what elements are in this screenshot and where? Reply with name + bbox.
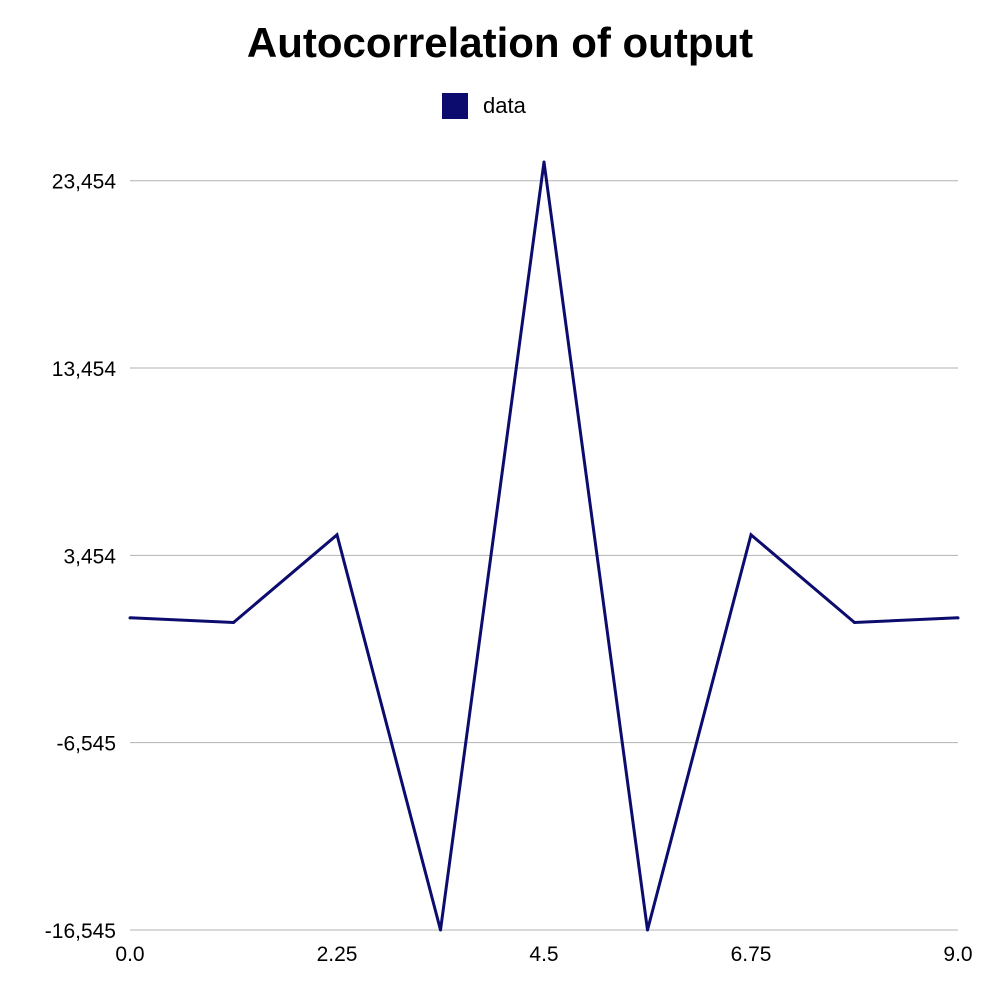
x-tick-label: 2.25: [317, 943, 358, 966]
legend-label: data: [483, 93, 526, 118]
x-tick-label: 6.75: [731, 943, 772, 966]
data-point: [128, 616, 132, 620]
y-tick-label: 3,454: [63, 545, 116, 568]
y-tick-label: 13,454: [52, 358, 117, 381]
data-point: [232, 621, 235, 625]
data-point: [439, 928, 442, 932]
data-point: [542, 160, 546, 164]
data-point: [646, 928, 649, 932]
series-line-0: [129, 161, 959, 931]
data-point: [335, 533, 339, 537]
y-tick-label: -16,545: [45, 920, 116, 943]
legend: data: [442, 92, 526, 120]
y-tick-label: 23,454: [52, 171, 117, 194]
x-tick-label: 4.5: [529, 943, 558, 966]
x-tick-label: 0.0: [115, 943, 144, 966]
data-point: [956, 616, 960, 620]
data-point: [749, 533, 753, 537]
data-point: [853, 621, 856, 625]
x-tick-label: 9.0: [943, 943, 972, 966]
y-tick-label: -6,545: [56, 733, 116, 756]
chart-title: Autocorrelation of output: [246, 19, 754, 66]
legend-swatch: [442, 93, 468, 119]
